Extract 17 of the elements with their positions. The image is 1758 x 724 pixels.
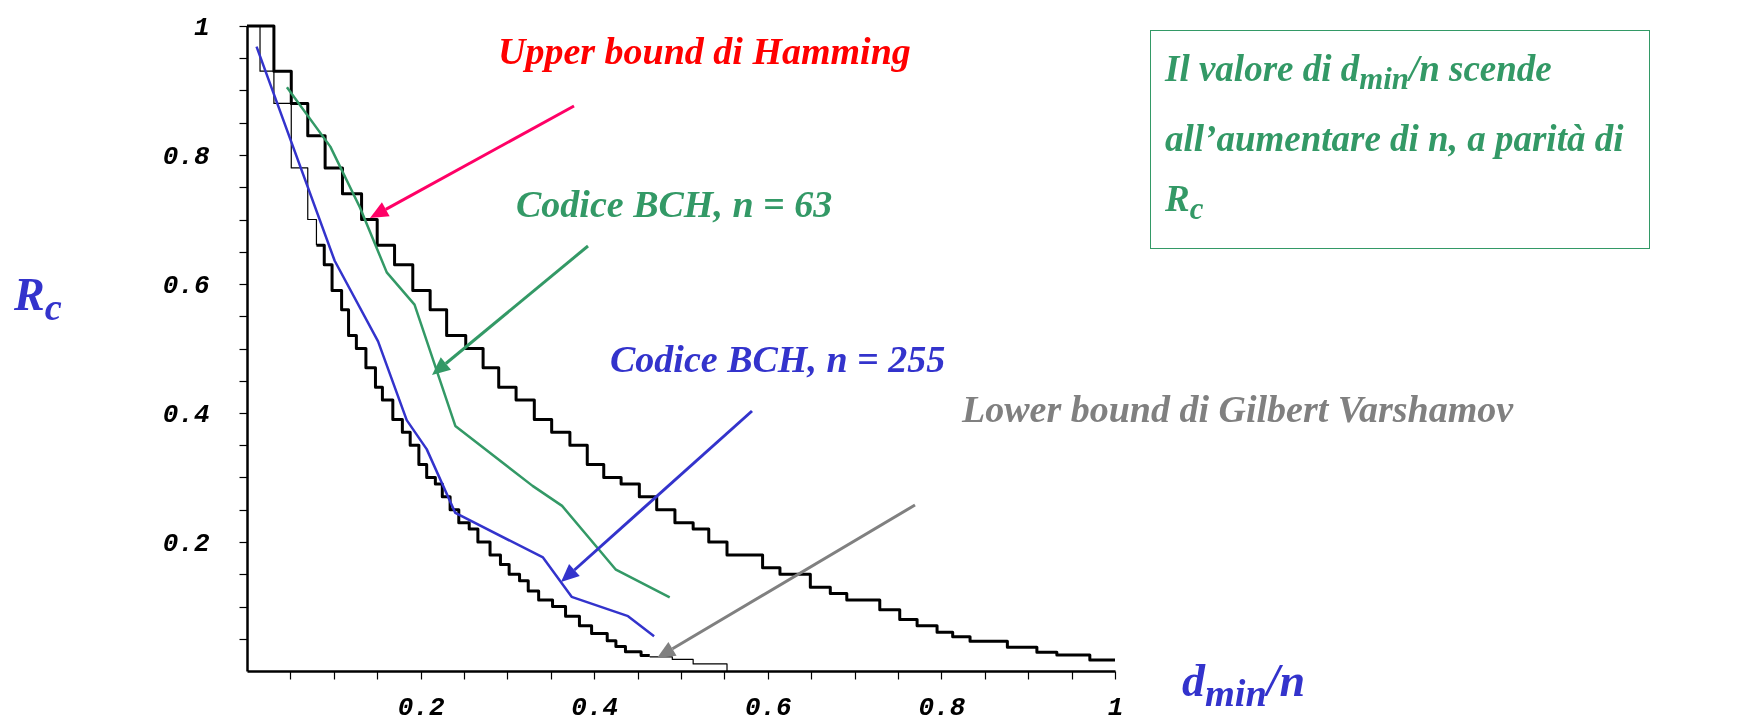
annotation: Lower bound di Gilbert Varshamov: [962, 388, 1514, 430]
annotation: Codice BCH, n = 255: [610, 338, 946, 380]
y-axis-title: R$_{c}$: [14, 269, 62, 329]
x-tick-label: 0.8: [918, 692, 966, 723]
y-tick-label: 0.6: [162, 270, 210, 301]
x-tick-label: 0.4: [571, 692, 619, 723]
x-tick-label: 0.2: [397, 692, 445, 723]
x-tick-label: 1: [1107, 692, 1124, 723]
y-tick-label: 0.8: [162, 141, 210, 172]
annotation: Codice BCH, n = 63: [516, 183, 833, 225]
x-axis-title: d$_{min}$/n: [1182, 655, 1306, 715]
annotation: Upper bound di Hamming: [498, 30, 911, 72]
x-tick-label: 0.6: [744, 692, 792, 723]
y-tick-label: 0.2: [162, 528, 210, 559]
text: Il valore di d$_{min}$/n scende all’aumentare di n, a parità di R$_{c}$: [1150, 30, 1650, 249]
y-tick-label: 1: [193, 12, 210, 43]
y-tick-label: 0.4: [162, 399, 210, 430]
